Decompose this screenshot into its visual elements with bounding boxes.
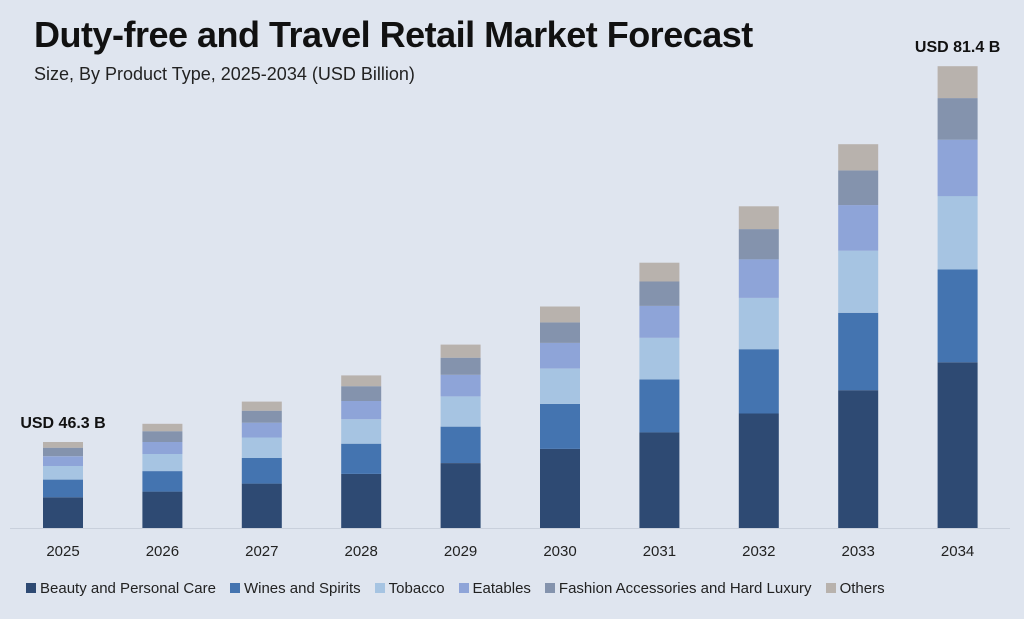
legend-item-s1: Wines and Spirits xyxy=(229,579,361,597)
bar-segment-2028-s0 xyxy=(341,473,382,528)
bar-segment-2029-s1 xyxy=(440,426,481,463)
bar-segment-2026-s3 xyxy=(142,442,183,454)
legend-label: Fashion Accessories and Hard Luxury xyxy=(558,579,812,597)
bar-segment-2029-s4 xyxy=(440,357,481,375)
legend-label: Eatables xyxy=(472,579,531,597)
bar-segment-2033-s3 xyxy=(838,205,879,251)
x-tick-label-2032: 2032 xyxy=(742,543,775,560)
bars-group xyxy=(43,66,978,528)
bar-segment-2034-s2 xyxy=(937,196,978,270)
bar-segment-2025-s4 xyxy=(43,447,83,457)
bar-segment-2028-s2 xyxy=(341,419,382,444)
legend: Beauty and Personal Care Wines and Spirit… xyxy=(26,578,885,598)
legend-swatch xyxy=(458,583,469,593)
x-tick-label-2030: 2030 xyxy=(543,543,576,560)
legend-item-s4: Fashion Accessories and Hard Luxury xyxy=(544,579,812,597)
bar-segment-2032-s4 xyxy=(738,229,779,260)
legend-item-s2: Tobacco xyxy=(374,579,445,597)
bar-segment-2031-s5 xyxy=(639,262,680,282)
bar-segment-2033-s2 xyxy=(838,250,879,313)
bar-segment-2027-s2 xyxy=(241,437,282,458)
x-tick-labels-group: 2025 2026 2027 2028 2029 2030 2031 2032 2033 2034 xyxy=(46,543,974,560)
bar-segment-2025-s2 xyxy=(43,465,83,480)
bar-segment-2029-s0 xyxy=(440,463,481,528)
legend-swatch xyxy=(544,583,555,593)
legend-label: Wines and Spirits xyxy=(243,579,361,597)
bar-segment-2028-s1 xyxy=(341,443,382,474)
bar-segment-2030-s0 xyxy=(540,448,580,528)
x-tick-label-2026: 2026 xyxy=(146,543,179,560)
bar-segment-2030-s4 xyxy=(540,322,580,343)
legend-swatch xyxy=(374,583,385,593)
bar-segment-2025-s1 xyxy=(43,479,83,498)
legend-label: Others xyxy=(839,579,885,597)
bar-segment-2031-s3 xyxy=(639,305,680,338)
bar-segment-2027-s4 xyxy=(241,410,282,423)
legend-item-s3: Eatables xyxy=(458,579,531,597)
bar-segment-2031-s0 xyxy=(639,432,680,528)
bar-segment-2026-s5 xyxy=(142,423,183,432)
bar-segment-2031-s2 xyxy=(639,337,680,380)
bar-segment-2033-s1 xyxy=(838,312,879,391)
total-annotations-group: USD 46.3 B USD 81.4 B xyxy=(20,39,1000,432)
bar-segment-2034-s5 xyxy=(937,66,978,99)
bar-segment-2027-s1 xyxy=(241,458,282,484)
bar-segment-2028-s4 xyxy=(341,386,382,401)
x-tick-label-2029: 2029 xyxy=(444,543,477,560)
bar-segment-2025-s5 xyxy=(43,442,83,448)
bar-segment-2026-s1 xyxy=(142,471,183,492)
stacked-bar-chart: 2025 2026 2027 2028 2029 2030 2031 2032 2033 2034… xyxy=(10,39,1010,560)
x-tick-label-2027: 2027 xyxy=(245,543,278,560)
bar-segment-2034-s0 xyxy=(937,362,978,528)
bar-segment-2025-s0 xyxy=(43,497,83,528)
total-annotation-2025: USD 46.3 B xyxy=(20,415,105,432)
bar-segment-2030-s3 xyxy=(540,342,580,369)
bar-segment-2029-s2 xyxy=(440,396,481,427)
bar-segment-2026-s2 xyxy=(142,454,183,472)
bar-segment-2033-s0 xyxy=(838,390,879,528)
x-tick-label-2025: 2025 xyxy=(46,543,79,560)
legend-item-s5: Others xyxy=(825,579,885,597)
bar-segment-2033-s5 xyxy=(838,144,879,171)
bar-segment-2032-s1 xyxy=(738,349,779,414)
bar-segment-2028-s5 xyxy=(341,375,382,387)
bar-segment-2025-s3 xyxy=(43,456,83,466)
x-tick-label-2028: 2028 xyxy=(345,543,378,560)
bar-segment-2029-s5 xyxy=(440,344,481,358)
bar-segment-2032-s2 xyxy=(738,298,779,350)
bar-segment-2030-s2 xyxy=(540,368,580,404)
x-tick-label-2033: 2033 xyxy=(842,543,875,560)
bar-segment-2028-s3 xyxy=(341,401,382,420)
bar-segment-2027-s3 xyxy=(241,422,282,438)
legend-item-s0: Beauty and Personal Care xyxy=(26,580,216,597)
legend-swatch xyxy=(229,583,240,593)
bar-segment-2032-s3 xyxy=(738,259,779,298)
chart-title: Duty-free and Travel Retail Market Forec… xyxy=(34,14,753,55)
x-tick-label-2031: 2031 xyxy=(643,543,676,560)
bar-segment-2033-s4 xyxy=(838,170,879,206)
bar-segment-2032-s5 xyxy=(738,206,779,230)
chart-subtitle: Size, By Product Type, 2025-2034 (USD Bi… xyxy=(34,64,415,84)
bar-segment-2027-s5 xyxy=(241,401,282,411)
legend-label: Tobacco xyxy=(388,579,445,597)
bar-segment-2031-s4 xyxy=(639,281,680,306)
bar-segment-2030-s1 xyxy=(540,403,580,449)
bar-segment-2029-s3 xyxy=(440,374,481,397)
bar-segment-2034-s3 xyxy=(937,139,978,197)
bar-segment-2030-s5 xyxy=(540,306,580,323)
legend-label: Beauty and Personal Care xyxy=(40,579,216,597)
bar-segment-2027-s0 xyxy=(241,483,282,528)
bar-segment-2034-s1 xyxy=(937,269,978,363)
bar-segment-2032-s0 xyxy=(738,413,779,528)
x-tick-label-2034: 2034 xyxy=(941,543,974,560)
bar-segment-2026-s0 xyxy=(142,491,183,528)
legend-swatch xyxy=(825,583,836,593)
total-annotation-2034: USD 81.4 B xyxy=(915,39,1000,56)
legend-swatch xyxy=(26,583,36,593)
bar-segment-2031-s1 xyxy=(639,379,680,433)
bar-segment-2034-s4 xyxy=(937,98,978,140)
bar-segment-2026-s4 xyxy=(142,431,183,442)
